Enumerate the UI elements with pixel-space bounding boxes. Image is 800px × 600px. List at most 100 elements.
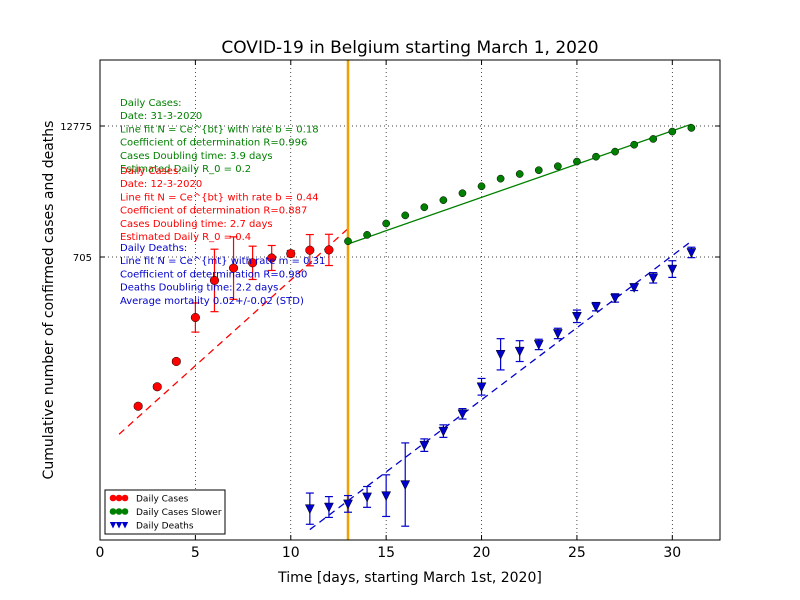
daily-cases-slower-point <box>649 135 658 143</box>
annotation-line: Cases Doubling time: 3.9 days <box>120 151 273 162</box>
annotation-line: Average mortality 0.02+/-0.02 (STD) <box>120 296 304 307</box>
legend-marker <box>121 522 129 529</box>
annotation-line: Line fit N = Ce^{mt} with rate m = 0.31 <box>120 256 325 267</box>
daily-deaths-point <box>610 293 620 304</box>
daily-cases-slower-point <box>687 124 696 132</box>
plot-frame <box>99 59 721 541</box>
annotation-line: Coefficient of determination R=0.887 <box>120 206 307 217</box>
daily-deaths-point <box>324 502 334 513</box>
x-tick-label: 15 <box>377 545 395 561</box>
legend-marker <box>109 508 117 515</box>
daily-deaths-point <box>591 302 601 313</box>
daily-deaths-point <box>514 346 525 357</box>
x-tick-label: 25 <box>568 545 586 561</box>
daily-cases-slower-point <box>420 203 429 212</box>
daily-cases-slower-point <box>496 174 505 183</box>
data-points <box>133 124 697 515</box>
y-axis-label: Cumulative number of confirmed cases and… <box>41 121 57 480</box>
daily-cases-point <box>171 356 181 367</box>
x-tick-label: 20 <box>473 545 491 561</box>
legend-label: Daily Deaths <box>136 522 194 532</box>
daily-cases-slower-point <box>630 140 639 149</box>
daily-deaths-point <box>552 329 563 340</box>
daily-cases-slower-point <box>344 237 352 246</box>
daily-cases-slower-point <box>382 219 391 228</box>
daily-deaths-point <box>362 492 372 503</box>
daily-deaths-point <box>438 426 449 437</box>
legend: Daily Cases Daily Cases Slower Daily Death… <box>104 489 226 535</box>
daily-deaths-point <box>476 382 487 393</box>
x-tick-label: 5 <box>191 545 200 561</box>
daily-cases-point <box>324 245 334 255</box>
annotation-line: Estimated Daily R_0 = 0.4 <box>120 232 251 243</box>
daily-cases-point <box>248 258 258 268</box>
daily-deaths-point <box>495 350 506 360</box>
annotation-line: Line fit N = Ce^{bt} with rate b = 0.18 <box>120 124 319 135</box>
daily-deaths-point <box>667 264 678 275</box>
daily-deaths-point <box>629 283 640 293</box>
daily-deaths-point <box>381 491 392 502</box>
annotation-line: Coefficient of determination R=0.996 <box>120 138 307 149</box>
daily-cases-slower-point <box>477 182 486 191</box>
daily-deaths-point <box>343 499 353 510</box>
daily-cases-slower-point <box>363 231 371 239</box>
daily-cases-point <box>133 401 143 411</box>
annotation-line: Deaths Doubling time: 2.2 days <box>120 283 278 294</box>
daily-deaths-fit-line <box>309 240 692 531</box>
legend-marker <box>109 522 117 529</box>
y-tick-label: 12775 <box>60 122 92 133</box>
annotation-line: Daily Cases: <box>120 98 182 109</box>
daily-cases-slower-point <box>553 162 562 171</box>
daily-cases-slower-point <box>458 189 467 198</box>
annotations: Daily Cases: Date: 31-3-2020 Line fit N = … <box>120 98 325 307</box>
daily-deaths-point <box>400 480 411 491</box>
daily-deaths-point <box>572 312 582 322</box>
daily-cases-point <box>267 253 277 263</box>
legend-marker <box>121 494 129 502</box>
annotation-line: Date: 12-3-2020 <box>120 179 202 190</box>
daily-cases-slower-point <box>439 196 448 204</box>
daily-cases-slower-point <box>401 211 410 220</box>
chart-title: COVID-19 in Belgium starting March 1, 20… <box>221 38 598 58</box>
legend-marker <box>109 494 117 502</box>
daily-deaths-point <box>304 504 315 515</box>
y-axis-ticks: 705 12775 <box>60 122 720 264</box>
daily-cases-point <box>152 382 162 392</box>
annotation-line: Line fit N = Ce^{bt} with rate b = 0.44 <box>120 192 319 203</box>
legend-marker <box>115 522 123 529</box>
annotation-line: Estimated Daily R_0 = 0.2 <box>120 164 251 175</box>
y-tick-label: 705 <box>73 253 92 264</box>
daily-deaths-point <box>419 440 430 451</box>
daily-deaths-point <box>686 248 697 259</box>
daily-cases-point <box>209 275 220 285</box>
daily-cases-point <box>305 245 315 255</box>
grid <box>100 60 720 540</box>
x-tick-label: 10 <box>282 545 300 561</box>
legend-label: Daily Cases Slower <box>136 508 222 518</box>
daily-cases-slower-point <box>515 170 524 178</box>
daily-deaths-point <box>457 409 468 420</box>
annotation-line: Date: 31-3-2020 <box>120 111 202 122</box>
daily-cases-slower-point <box>573 157 581 166</box>
daily-cases-slower-point <box>668 127 677 136</box>
legend-label: Daily Cases <box>136 495 189 505</box>
daily-deaths-point <box>533 340 544 350</box>
x-axis-label: Time [days, starting March 1st, 2020] <box>277 570 542 586</box>
daily-deaths-point <box>648 273 659 284</box>
x-tick-label: 0 <box>96 545 105 561</box>
daily-cases-slower-point <box>534 166 543 175</box>
daily-cases-point <box>286 249 296 259</box>
legend-marker <box>121 508 129 515</box>
annotation-line: Daily Deaths: <box>120 243 187 254</box>
daily-cases-slower-point <box>592 152 600 161</box>
x-axis-ticks: 0 5 10 15 20 25 30 <box>96 60 681 561</box>
daily-cases-point <box>228 263 239 273</box>
annotation-line: Cases Doubling time: 2.7 days <box>120 219 273 230</box>
annotation-line: Daily Cases: <box>120 166 182 177</box>
x-tick-label: 30 <box>663 545 681 561</box>
legend-marker <box>115 494 123 502</box>
daily-cases-slower-point <box>611 147 619 156</box>
annotation-line: Coefficient of determination R=0.980 <box>120 269 307 280</box>
legend-marker <box>115 508 123 515</box>
